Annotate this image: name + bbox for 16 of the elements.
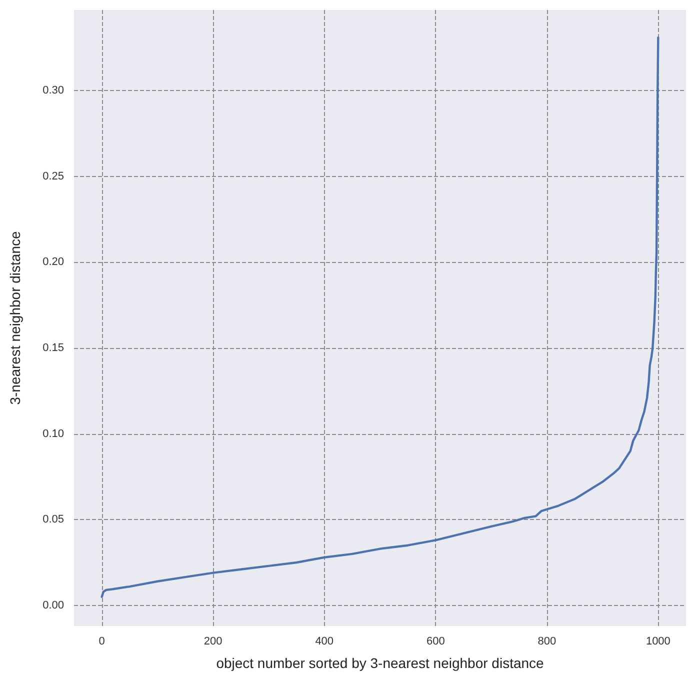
- y-tick-label: 0.30: [42, 84, 64, 97]
- y-tick-label: 0.00: [42, 599, 64, 612]
- y-tick-label: 0.15: [42, 342, 64, 354]
- x-tick-label: 800: [538, 636, 556, 648]
- x-tick-label: 1000: [646, 636, 670, 648]
- y-tick-label: 0.10: [42, 428, 64, 440]
- line-series: [100, 36, 660, 598]
- x-tick-label: 0: [98, 636, 105, 648]
- x-tick-label: 200: [204, 636, 222, 648]
- y-tick-label: 0.20: [42, 256, 64, 268]
- y-tick-label: 0.25: [42, 170, 64, 182]
- y-tick-label: 0.05: [42, 514, 64, 526]
- x-tick-label: 600: [426, 636, 445, 648]
- y-axis-title: 3-nearest neighbor distance: [7, 231, 23, 405]
- x-tick-label: 400: [315, 636, 334, 648]
- x-axis-title: object number sorted by 3-nearest neighbor distance: [216, 655, 544, 671]
